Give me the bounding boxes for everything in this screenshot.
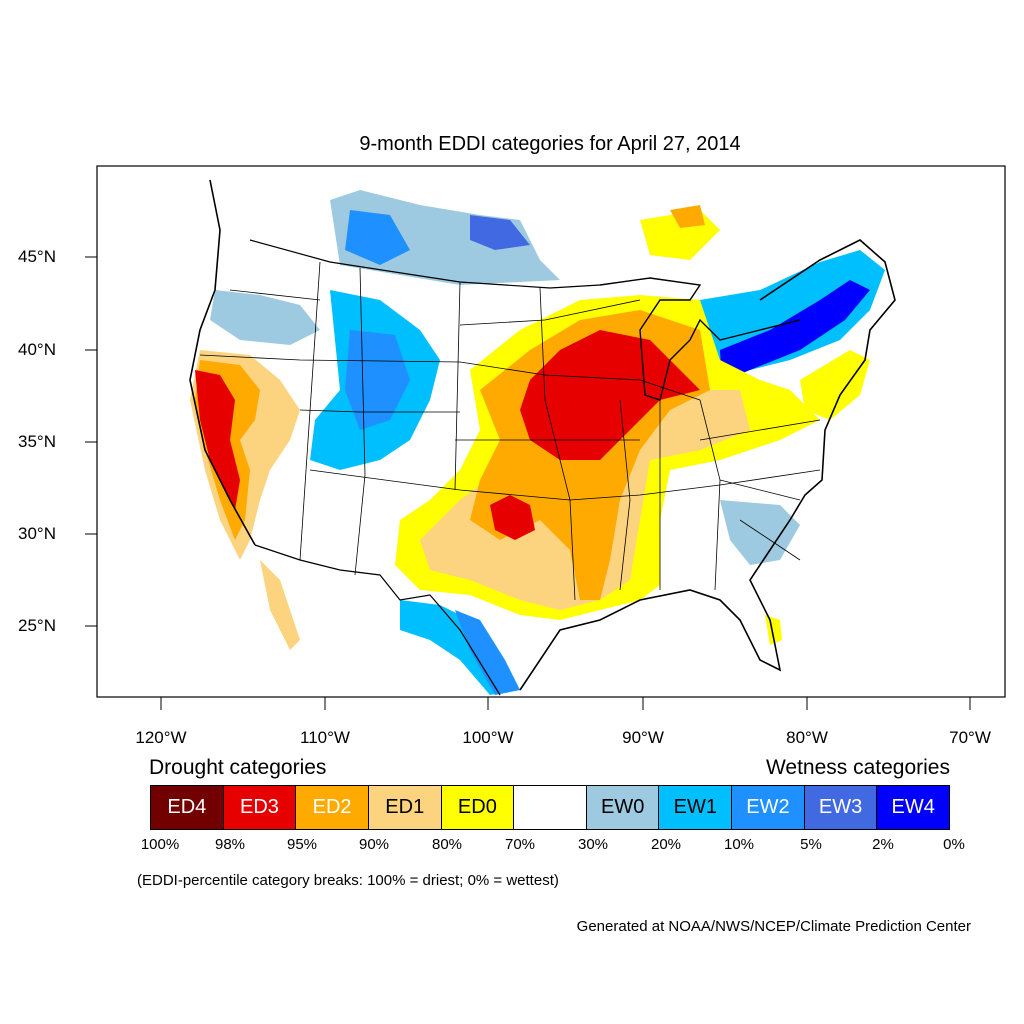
map-frame	[96, 165, 1006, 698]
lon-label: 110°W	[300, 728, 350, 747]
legend-label: EW3	[818, 796, 863, 818]
legend-swatch-ew4: EW4	[877, 786, 950, 829]
lat-label: 25°N	[18, 616, 56, 635]
legend-swatch-ed1: ED1	[368, 786, 442, 829]
legend-swatch-ed4: ED4	[151, 786, 224, 829]
dry-region-superior-ed2	[670, 205, 705, 228]
break-label: 70%	[504, 836, 536, 853]
lat-label: 30°N	[18, 524, 56, 543]
dry-region-midwest-ed3	[520, 330, 700, 460]
legend-swatch-ew3: EW3	[804, 786, 878, 829]
dry-region-florida-ed0	[765, 615, 782, 645]
break-label: 95%	[286, 836, 318, 853]
lat-label: 40°N	[18, 340, 56, 359]
great-lakes	[599, 277, 801, 401]
legend-swatch-ed0: ED0	[441, 786, 515, 829]
dry-region-california-ed3	[195, 370, 240, 510]
wet-region-pnw	[210, 290, 320, 345]
state-borders	[199, 261, 821, 601]
lon-label: 120°W	[135, 728, 187, 747]
axis-ticks	[85, 256, 971, 710]
lon-label: 80°W	[786, 728, 828, 747]
legend-label: EW2	[746, 796, 790, 818]
legend-label: ED3	[240, 796, 279, 818]
lat-label: 45°N	[18, 247, 56, 266]
legend-swatch-ew1: EW1	[659, 786, 733, 829]
dry-region-northeast-ed0	[800, 350, 870, 420]
lon-label: 100°W	[462, 728, 514, 747]
lon-label: 70°W	[949, 728, 991, 747]
lon-label: 90°W	[622, 728, 664, 747]
wet-region-north-blue	[345, 210, 410, 265]
wetness-categories-heading: Wetness categories	[765, 756, 950, 779]
legend-label: ED1	[385, 796, 425, 818]
legend-label: ED0	[457, 796, 497, 818]
us-canada-border	[249, 239, 601, 289]
lat-label: 35°N	[18, 432, 56, 451]
break-label: 5%	[800, 836, 822, 853]
coastline	[189, 179, 896, 691]
legend-label: EW0	[600, 796, 645, 818]
drought-categories-heading: Drought categories	[149, 756, 327, 779]
legend-swatch-ed2: ED2	[296, 786, 369, 829]
legend-label: ED2	[312, 796, 352, 818]
us-mexico-border	[254, 544, 501, 696]
break-label: 30%	[577, 836, 609, 853]
map-title: 9-month EDDI categories for April 27, 20…	[359, 133, 741, 155]
legend-swatch-normal	[514, 786, 587, 829]
wet-region-texas-blue	[455, 610, 520, 695]
dry-region-baja	[260, 560, 300, 650]
wet-region-rockies-core	[345, 330, 410, 430]
legend-swatch-ew2: EW2	[732, 786, 805, 829]
category-legend: ED4 ED3 ED2 ED1 ED0 EW0 EW1 EW2 EW3 EW4	[150, 785, 950, 830]
legend-label: ED4	[167, 796, 207, 818]
break-label: 2%	[872, 836, 894, 853]
break-label: 80%	[431, 836, 463, 853]
credit-line: Generated at NOAA/NWS/NCEP/Climate Predi…	[576, 918, 971, 935]
break-label: 90%	[358, 836, 390, 853]
legend-label: EW4	[891, 796, 935, 818]
legend-swatch-ew0: EW0	[586, 786, 660, 829]
dry-region-oklahoma-ed3	[490, 495, 535, 540]
break-label: 0%	[943, 836, 965, 853]
wet-region-dakota	[470, 215, 530, 250]
wet-region-northeast-blue	[720, 280, 870, 382]
break-label: 100%	[140, 836, 180, 853]
break-label: 10%	[723, 836, 755, 853]
legend-swatch-ed3: ED3	[223, 786, 297, 829]
break-label: 98%	[214, 836, 246, 853]
category-breaks-note: (EDDI-percentile category breaks: 100% =…	[137, 872, 559, 889]
legend-label: EW1	[673, 796, 717, 818]
break-label: 20%	[650, 836, 682, 853]
wet-region-southeast	[720, 500, 800, 565]
